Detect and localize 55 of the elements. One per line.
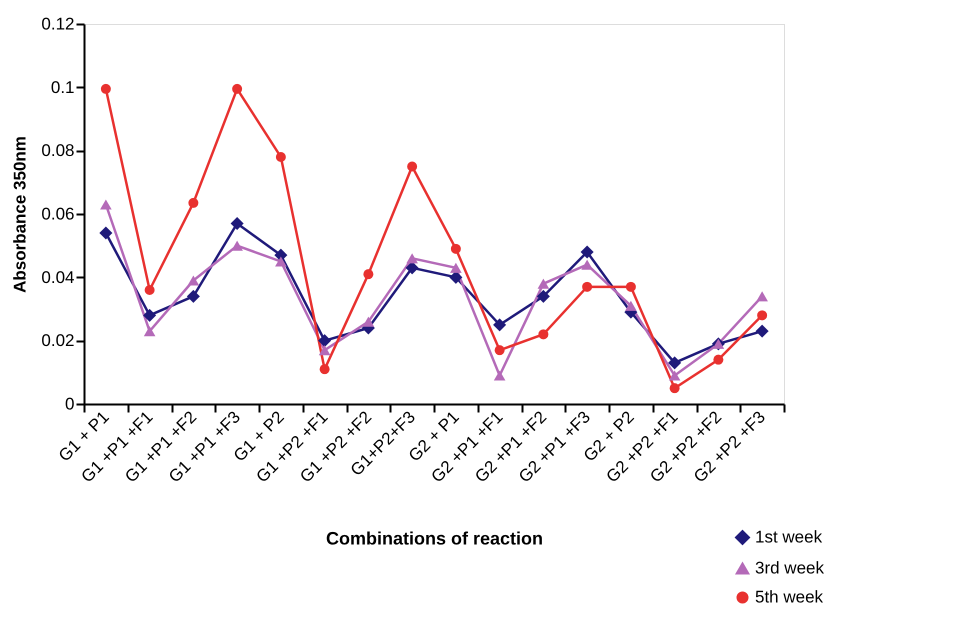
point: [230, 216, 244, 230]
point: [100, 199, 112, 210]
point: [450, 244, 461, 254]
point: [143, 308, 156, 322]
y-tick-label: 0.1: [50, 78, 74, 97]
point: [668, 370, 680, 381]
y-tick-label: 0.08: [41, 141, 74, 160]
point: [757, 310, 768, 320]
point: [494, 345, 505, 356]
point: [320, 364, 330, 374]
y-tick-label: 0.12: [41, 14, 74, 34]
y-axis-title: Absorbance 350nm: [10, 136, 30, 293]
point: [756, 324, 769, 338]
legend-label: 3rd week: [755, 558, 824, 578]
point: [232, 84, 242, 94]
y-tick-label: 0.06: [41, 204, 74, 224]
point: [144, 326, 156, 336]
point: [406, 253, 418, 264]
y-tick-label: 0.02: [41, 331, 74, 350]
point: [186, 290, 200, 303]
point: [363, 269, 374, 280]
point: [450, 262, 462, 273]
point: [318, 345, 330, 356]
point: [493, 318, 506, 332]
point: [188, 198, 198, 208]
point: [231, 240, 243, 251]
point: [756, 291, 768, 302]
point: [670, 383, 680, 394]
point: [582, 282, 592, 292]
point: [668, 356, 682, 370]
point: [318, 334, 332, 348]
point: [406, 261, 419, 274]
point: [494, 370, 506, 381]
y-tick-label: 0.04: [41, 268, 74, 287]
point: [449, 270, 462, 284]
point: [538, 278, 550, 289]
point: [100, 84, 111, 94]
point: [144, 285, 155, 295]
point: [538, 329, 548, 340]
point: [188, 275, 200, 286]
point: [99, 226, 112, 240]
point: [713, 354, 724, 365]
legend-label: 5th week: [755, 588, 824, 606]
x-axis-title: Combinations of reaction: [326, 528, 544, 549]
legend-label: 1st week: [755, 528, 823, 546]
point: [362, 316, 374, 327]
point: [407, 162, 418, 172]
point: [275, 256, 287, 267]
point: [580, 245, 594, 259]
point: [276, 152, 286, 162]
point: [625, 300, 637, 311]
y-tick-label: 0: [65, 394, 74, 414]
point: [626, 282, 636, 292]
point: [536, 290, 550, 303]
point: [581, 260, 593, 270]
